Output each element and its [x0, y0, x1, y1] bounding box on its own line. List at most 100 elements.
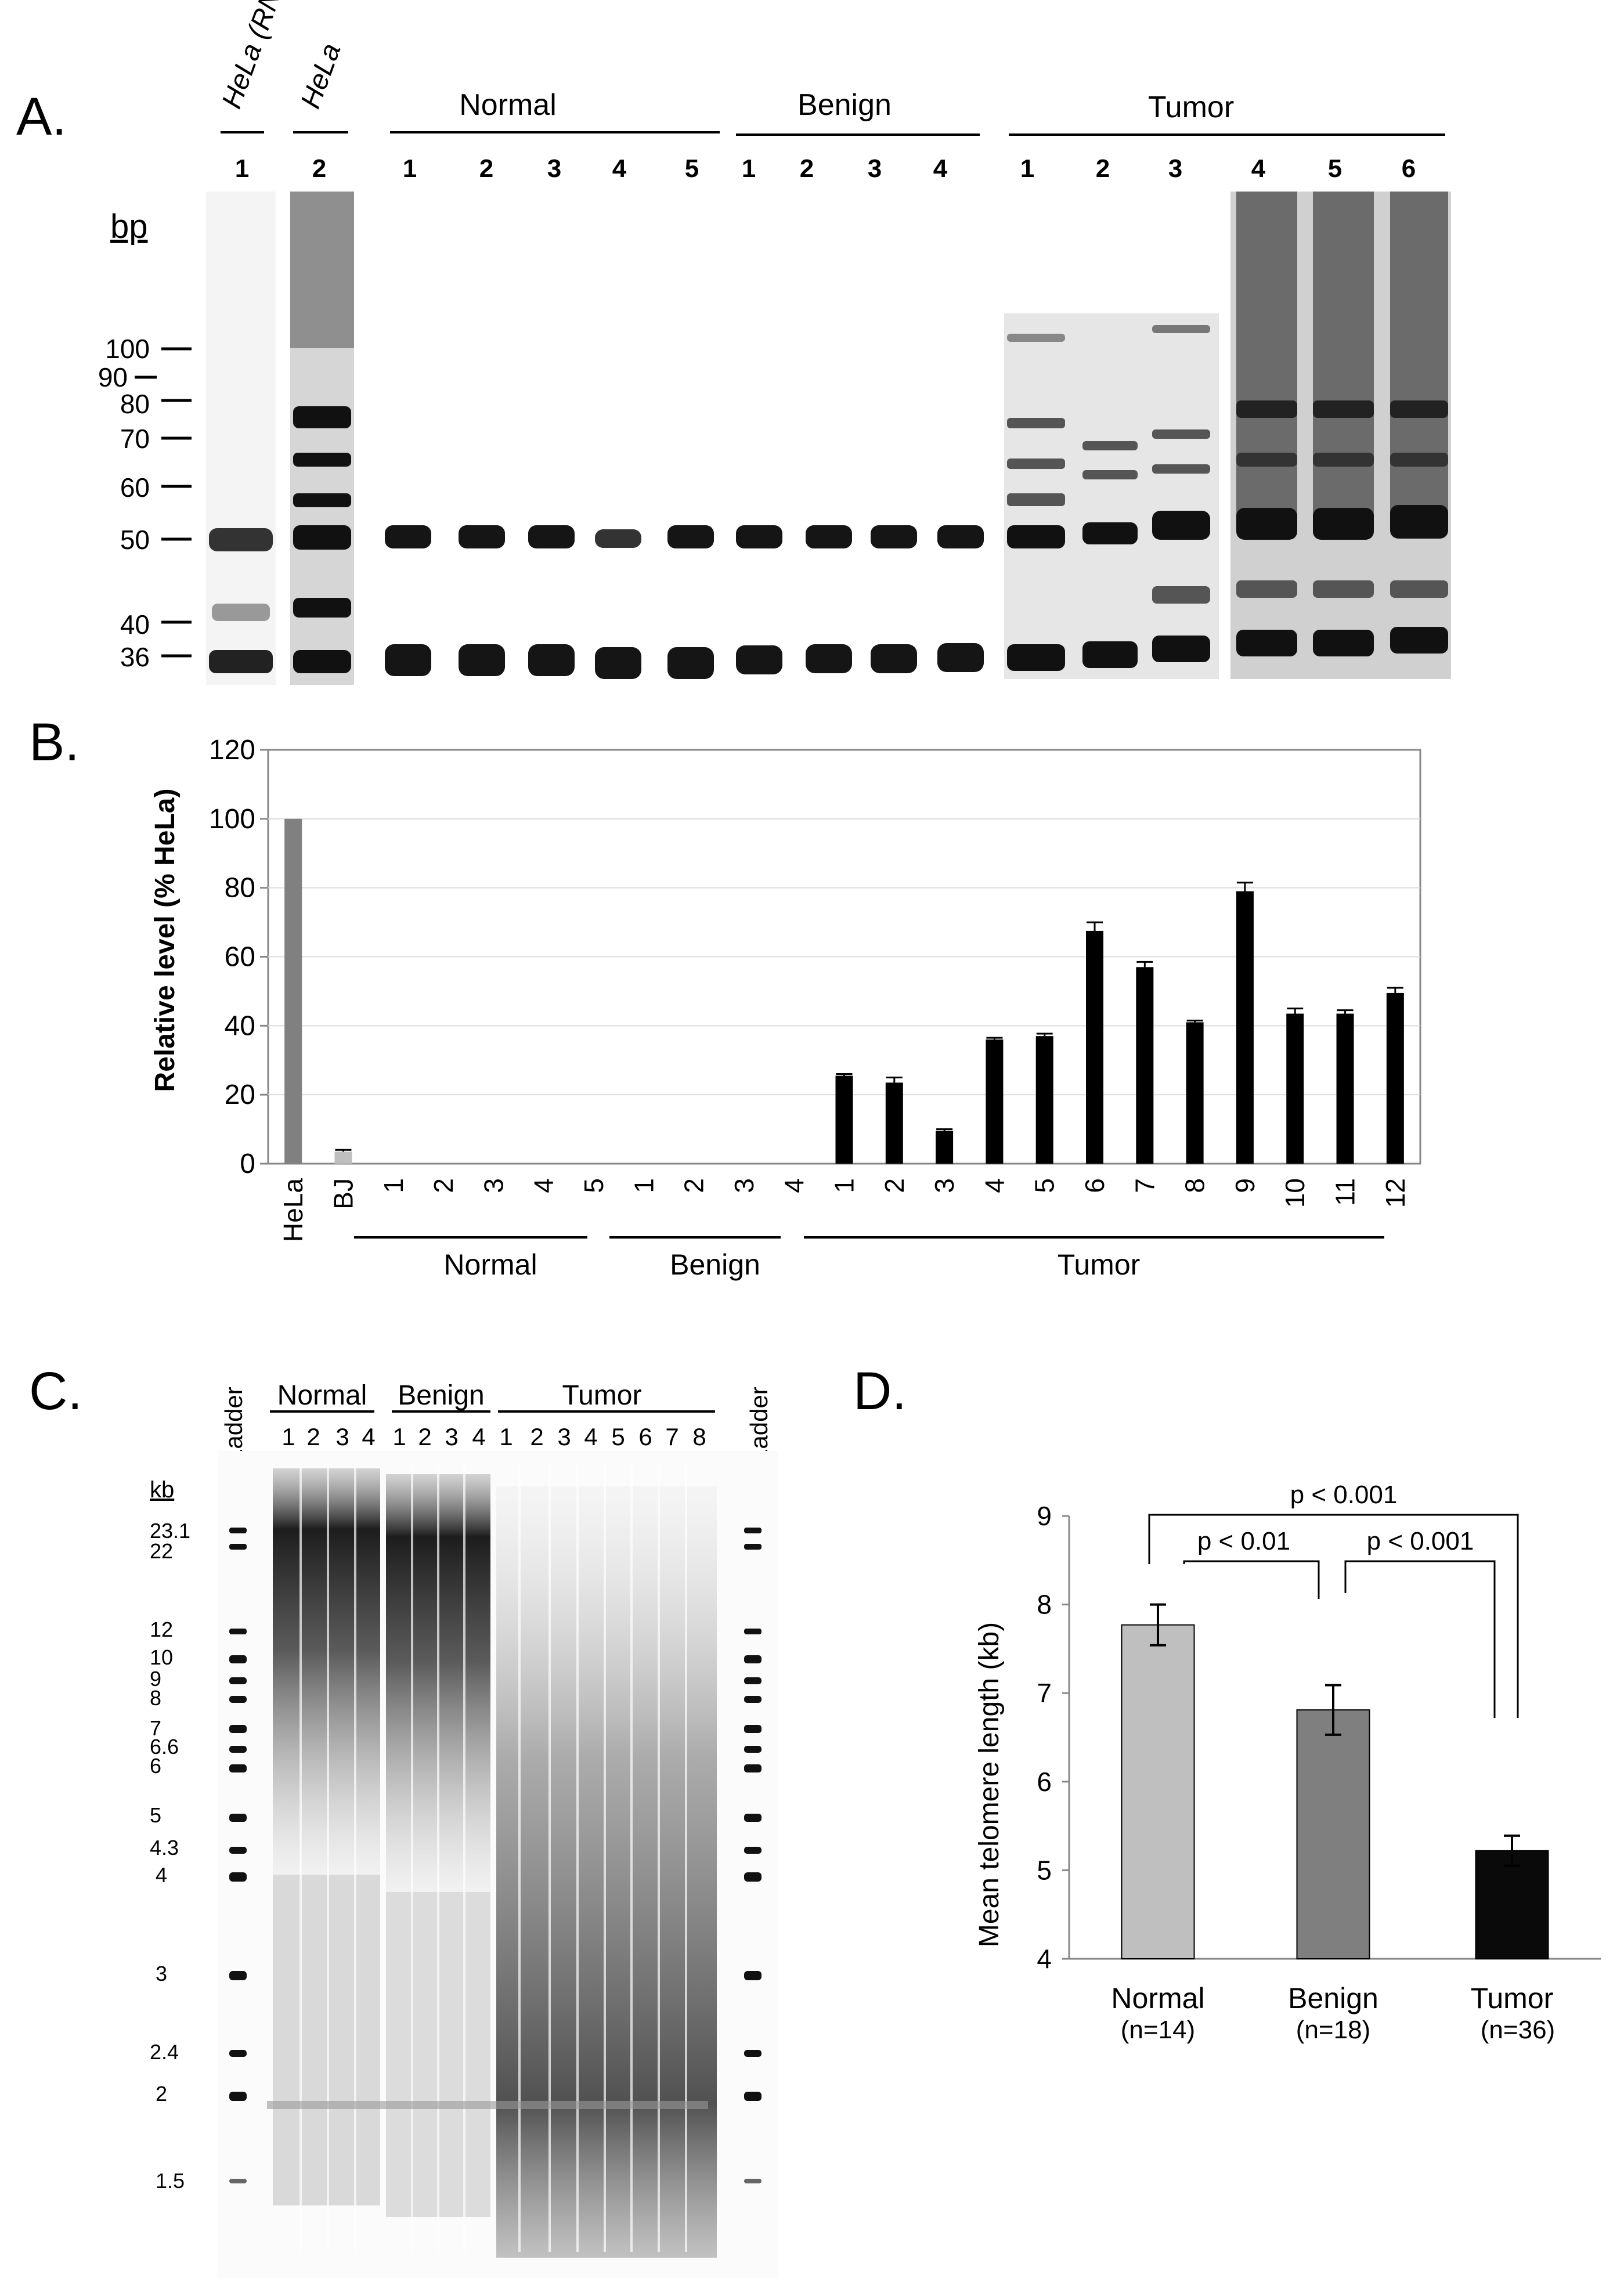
ladder-band — [229, 1528, 247, 1533]
panel-a-letter: A. — [16, 87, 67, 146]
ladder-band — [229, 1764, 247, 1772]
b-y-tick-label: 60 — [225, 942, 255, 973]
b-y-tick-label: 20 — [225, 1080, 255, 1110]
hela-rnase-label: HeLa (RNase) — [216, 0, 306, 113]
p-value-normal-benign: p < 0.01 — [1197, 1527, 1290, 1555]
panel-c: C. Ladder Ladder kb Normal Benign Tumor … — [29, 1362, 778, 2278]
bp-marker-label: 70 — [120, 424, 150, 454]
bracket-normal-tumor — [1148, 1514, 1519, 1718]
b-bar — [1236, 891, 1254, 1164]
b-x-label: 6 — [1080, 1178, 1110, 1193]
gel-band — [667, 647, 714, 679]
blot-tumor-smear — [496, 1486, 717, 2258]
c-lane-number: 6 — [638, 1423, 652, 1450]
b-bar — [334, 1151, 352, 1164]
gel-band — [1313, 580, 1374, 598]
b-y-tick-label: 0 — [240, 1149, 255, 1179]
gel-band — [293, 406, 351, 428]
a-lane-number: 6 — [1402, 154, 1416, 183]
d-y-tick-label: 9 — [1037, 1501, 1052, 1531]
gel-band — [1152, 429, 1210, 439]
b-x-label: 4 — [779, 1178, 809, 1193]
gel-band — [667, 525, 714, 548]
bp-marker-label: 90 — [98, 362, 128, 392]
b-x-label: 9 — [1230, 1178, 1260, 1193]
a-lane-number: 5 — [685, 154, 699, 183]
d-category-label: Tumor — [1471, 1982, 1554, 2015]
gel-band — [1007, 334, 1065, 342]
ladder-band — [229, 1544, 247, 1550]
gel-band — [293, 525, 351, 550]
b-y-tick-label: 40 — [225, 1010, 255, 1041]
c-lane-number: 4 — [472, 1423, 485, 1450]
gel-band — [937, 643, 984, 672]
a-lane-number: 4 — [612, 154, 627, 183]
gel-band — [212, 604, 270, 621]
b-x-label: HeLa — [278, 1178, 308, 1242]
c-lane-number: 1 — [282, 1423, 295, 1450]
gel-lane-hela-rnase — [206, 192, 276, 685]
kb-size-label: 23.1 — [150, 1519, 190, 1543]
b-bar — [1136, 967, 1154, 1164]
b-x-label: 4 — [529, 1178, 559, 1193]
blot-2kb-band — [267, 2101, 708, 2109]
d-y-tick-label: 8 — [1037, 1590, 1052, 1620]
blot-normal-smear — [273, 1468, 380, 1875]
b-bar — [1086, 930, 1104, 1164]
kb-size-label: 10 — [150, 1645, 173, 1669]
ladder-band — [229, 1847, 247, 1854]
ladder-band — [744, 1872, 762, 1882]
gel-band — [736, 525, 782, 548]
gel-band — [806, 525, 852, 548]
ladder-band — [229, 1677, 247, 1684]
a-lane-number: 3 — [547, 154, 561, 183]
b-bar — [284, 818, 302, 1164]
gel-band — [293, 598, 351, 618]
bp-marker-label: 40 — [120, 609, 150, 640]
panel-b-y-axis-label: Relative level (% HeLa) — [150, 789, 181, 1092]
a-lane-number: 3 — [1168, 154, 1182, 183]
b-tumor-group-label: Tumor — [1058, 1248, 1141, 1281]
c-lane-number: 3 — [335, 1423, 349, 1450]
b-benign-group-label: Benign — [670, 1248, 760, 1281]
a-lane-number: 1 — [1020, 154, 1034, 183]
d-bar — [1121, 1624, 1195, 1959]
gel-band — [1152, 586, 1210, 604]
kb-size-label: 2 — [156, 2082, 167, 2106]
bracket-benign-tumor — [1344, 1560, 1496, 1718]
gel-band — [736, 645, 782, 674]
gel-band — [1007, 493, 1065, 506]
c-lane-number: 2 — [306, 1423, 320, 1450]
gel-band — [1152, 636, 1210, 662]
gel-band — [293, 453, 351, 467]
bp-marker-label: 80 — [120, 389, 150, 419]
ladder-band — [229, 1629, 247, 1634]
a-lane-number: 4 — [1251, 154, 1266, 183]
ladder-band — [744, 1764, 762, 1772]
kb-label: kb — [150, 1477, 174, 1503]
panel-d-letter: D. — [853, 1362, 907, 1421]
gel-band — [1390, 505, 1448, 539]
ladder-band — [229, 1696, 247, 1703]
kb-size-label: 1.5 — [156, 2169, 185, 2193]
kb-size-label: 7 — [150, 1716, 161, 1740]
a-lane-number: 2 — [1096, 154, 1110, 183]
gel-band — [1313, 400, 1374, 418]
gel-band — [1313, 630, 1374, 656]
gel-band — [1082, 522, 1138, 544]
gel-band — [459, 525, 505, 548]
ladder-band — [744, 2050, 762, 2057]
gel-band — [1007, 525, 1065, 548]
ladder-band — [744, 1746, 762, 1753]
gel-band — [1152, 464, 1210, 474]
panel-a-normal-header: Normal — [459, 88, 557, 122]
b-x-label: 4 — [979, 1178, 1009, 1193]
bracket-normal-benign — [1183, 1560, 1320, 1599]
b-bar — [885, 1082, 903, 1164]
gel-band — [459, 644, 505, 676]
kb-size-label: 2.4 — [150, 2040, 179, 2064]
panel-b-bars — [284, 818, 1404, 1164]
c-lane-number: 4 — [584, 1423, 597, 1450]
d-bar — [1296, 1709, 1370, 1960]
b-x-label: 2 — [679, 1178, 709, 1193]
